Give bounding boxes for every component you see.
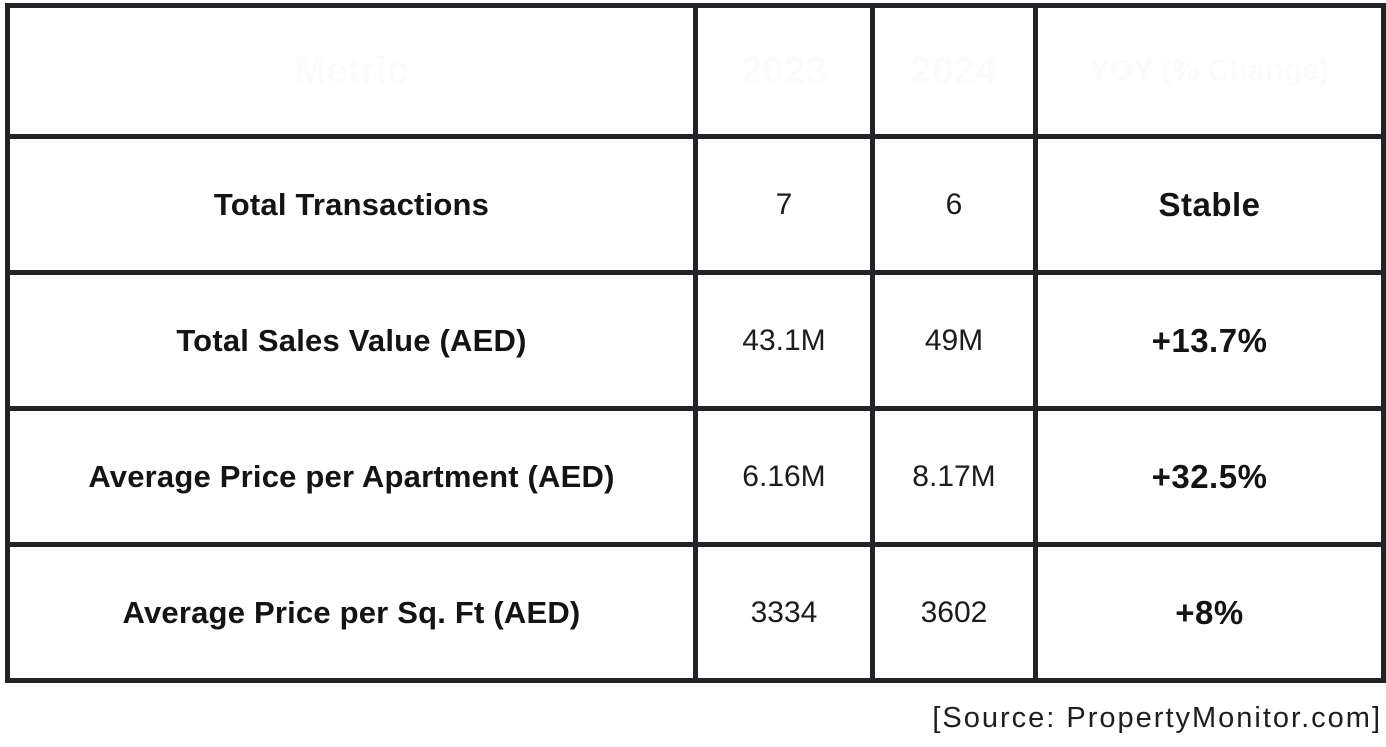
column-header-2023: 2023 (693, 3, 875, 139)
metric-label: Average Price per Apartment (AED) (5, 406, 698, 547)
metrics-comparison-table: Metric 2023 2024 YOY (% Change) Total Tr… (5, 3, 1386, 683)
value-2024: 49M (870, 270, 1038, 411)
value-yoy: +8% (1033, 542, 1386, 683)
value-2024: 3602 (870, 542, 1038, 683)
value-yoy: Stable (1033, 134, 1386, 275)
value-2023: 7 (693, 134, 875, 275)
table-row-total-sales-value: Total Sales Value (AED) 43.1M 49M +13.7% (5, 270, 1386, 411)
value-yoy: +32.5% (1033, 406, 1386, 547)
metrics-table-container: Metric 2023 2024 YOY (% Change) Total Tr… (5, 3, 1386, 683)
table-row-avg-price-apartment: Average Price per Apartment (AED) 6.16M … (5, 406, 1386, 547)
table-row-avg-price-sqft: Average Price per Sq. Ft (AED) 3334 3602… (5, 542, 1386, 683)
value-2023: 6.16M (693, 406, 875, 547)
source-attribution: [Source: PropertyMonitor.com] (932, 702, 1382, 734)
column-header-metric: Metric (5, 3, 698, 139)
value-2023: 3334 (693, 542, 875, 683)
table-row-total-transactions: Total Transactions 7 6 Stable (5, 134, 1386, 275)
value-yoy: +13.7% (1033, 270, 1386, 411)
column-header-yoy: YOY (% Change) (1033, 3, 1386, 139)
value-2023: 43.1M (693, 270, 875, 411)
column-header-2024: 2024 (870, 3, 1038, 139)
value-2024: 6 (870, 134, 1038, 275)
metric-label: Average Price per Sq. Ft (AED) (5, 542, 698, 683)
value-2024: 8.17M (870, 406, 1038, 547)
metric-label: Total Sales Value (AED) (5, 270, 698, 411)
metric-label: Total Transactions (5, 134, 698, 275)
table-header-row: Metric 2023 2024 YOY (% Change) (5, 3, 1386, 139)
